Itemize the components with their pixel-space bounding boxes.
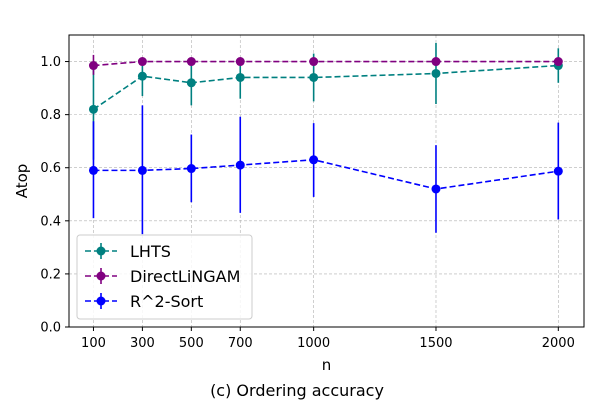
data-point [309,155,319,165]
legend-marker [96,271,106,281]
axis-ticks: 100 300 500 700 1000 1500 2000 0.0 0.2 0.4 0.6 0.8 1… [40,55,575,351]
data-point [137,57,147,67]
figure-caption: (c) Ordering accuracy [210,381,384,400]
series-0 [88,42,563,160]
y-tick-label: 0.0 [40,321,61,336]
data-point [186,164,196,174]
x-axis-label: n [322,356,332,374]
data-point [235,160,245,170]
data-point [553,57,563,67]
data-point [431,184,441,194]
plot-frame [68,34,585,328]
data-point [431,68,441,78]
y-tick-label: 0.8 [40,108,61,123]
plot-series [88,42,563,235]
legend-label: LHTS [130,242,171,261]
data-point [88,165,98,175]
series-1 [88,54,563,75]
data-point [186,78,196,88]
data-point [431,57,441,67]
legend-marker [96,296,106,306]
x-tick-label: 1500 [419,336,452,351]
data-point [309,57,319,67]
y-tick-label: 0.2 [40,267,61,282]
data-point [137,71,147,81]
data-point [186,57,196,67]
y-tick-label: 0.6 [40,161,61,176]
legend-item: LHTS [85,242,171,261]
x-tick-label: 2000 [542,336,575,351]
legend: LHTS DirectLiNGAM R^2-Sort [76,234,253,320]
series-2 [88,105,563,235]
y-axis-label: Atop [13,164,31,199]
data-point [235,57,245,67]
data-point [137,165,147,175]
x-tick-label: 700 [228,336,253,351]
data-point [88,61,98,71]
data-point [88,104,98,114]
series-line [93,158,559,190]
x-tick-label: 300 [130,336,155,351]
data-point [235,72,245,82]
data-point [553,166,563,176]
legend-label: DirectLiNGAM [130,267,240,286]
y-tick-label: 1.0 [40,55,61,70]
legend-box [76,234,253,320]
legend-item: R^2-Sort [85,292,203,311]
legend-marker [96,246,106,256]
series-line [93,60,559,67]
legend-item: DirectLiNGAM [85,267,240,286]
x-tick-label: 1000 [297,336,330,351]
series-line [93,64,559,110]
x-tick-label: 100 [81,336,106,351]
data-point [309,72,319,82]
legend-label: R^2-Sort [130,292,203,311]
y-tick-label: 0.4 [40,214,61,229]
x-tick-label: 500 [179,336,204,351]
